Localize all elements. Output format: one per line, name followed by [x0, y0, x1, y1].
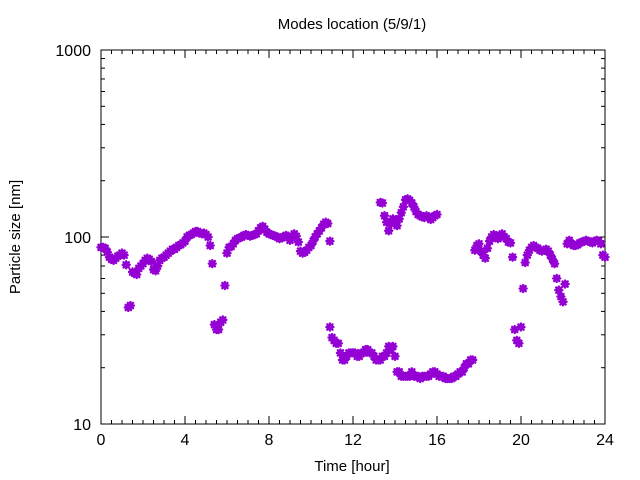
data-point [432, 209, 442, 220]
data-point [390, 351, 400, 362]
data-point [459, 363, 469, 373]
data-point [596, 239, 606, 249]
data-point [388, 341, 398, 352]
data-point [125, 300, 136, 311]
data-point [520, 257, 530, 268]
data-point [325, 322, 335, 332]
data-point [213, 324, 224, 335]
data-point [121, 260, 131, 270]
data-point [119, 250, 129, 260]
data-point [325, 236, 335, 246]
x-tick-label: 0 [97, 432, 106, 449]
data-point [480, 253, 490, 263]
data-point [468, 355, 478, 365]
data-point [386, 218, 396, 229]
data-point [392, 220, 402, 231]
data-point [409, 202, 419, 212]
data-point [100, 243, 110, 254]
data-point [323, 218, 333, 229]
data-point [222, 248, 232, 258]
data-point [146, 256, 157, 267]
data-point [218, 315, 228, 325]
data-point [457, 367, 467, 377]
data-point [150, 266, 161, 276]
data-point [554, 285, 564, 295]
data-point [335, 348, 346, 358]
data-point [407, 198, 417, 208]
data-point [522, 250, 532, 260]
data-point [556, 291, 566, 302]
data-point [484, 236, 495, 246]
data-point [381, 348, 392, 358]
data-point [293, 237, 304, 247]
data-point [384, 226, 394, 236]
x-tick-label: 24 [596, 432, 614, 449]
data-point [560, 279, 570, 289]
data-point [545, 250, 556, 260]
y-tick-label: 10 [73, 417, 91, 434]
y-tick-label: 100 [64, 230, 91, 247]
x-tick-label: 8 [265, 432, 274, 449]
data-point [132, 269, 142, 280]
data-point [205, 240, 215, 251]
data-point [470, 245, 480, 255]
plot-area: 0 4 8 12 16 20 24 10 100 1000 [55, 43, 614, 449]
data-point [379, 210, 390, 221]
data-point [543, 246, 553, 256]
x-axis-label: Time [hour] [314, 458, 389, 475]
x-tick-label: 20 [512, 432, 530, 449]
x-tick-label: 16 [428, 432, 446, 449]
data-point [396, 207, 406, 218]
data-point [407, 367, 417, 377]
data-point [220, 280, 230, 291]
data-point [549, 258, 560, 269]
data-point [463, 359, 474, 369]
data-point [306, 240, 316, 251]
data-point [394, 367, 404, 377]
data-point [505, 238, 516, 248]
data-point [476, 246, 486, 256]
data-point [547, 254, 558, 264]
data-point [507, 252, 518, 262]
data-point [102, 247, 112, 257]
data-point [398, 202, 409, 212]
data-point [600, 252, 610, 262]
data-point [207, 258, 217, 269]
x-tick-label: 12 [344, 432, 362, 449]
data-point [203, 232, 213, 242]
y-tick-label: 1000 [55, 43, 91, 60]
x-tick-label: 4 [181, 432, 190, 449]
data-point [510, 324, 520, 335]
data-point [482, 243, 493, 254]
data-point [394, 214, 404, 224]
data-point [518, 283, 528, 294]
data-point [558, 297, 568, 307]
data-point [308, 236, 318, 246]
data-point [377, 198, 388, 208]
data-point [291, 231, 301, 241]
data-point [552, 273, 562, 284]
data-point [153, 261, 163, 271]
data-point [514, 338, 524, 349]
data-point [209, 319, 220, 330]
y-axis-label: Particle size [nm] [7, 180, 24, 294]
plot-frame [100, 49, 606, 425]
chart-title: Modes location (5/9/1) [278, 16, 426, 33]
data-point [474, 239, 484, 249]
data-point [381, 217, 392, 227]
data-point [180, 236, 190, 246]
data-point [516, 322, 526, 332]
data-point [333, 338, 343, 349]
